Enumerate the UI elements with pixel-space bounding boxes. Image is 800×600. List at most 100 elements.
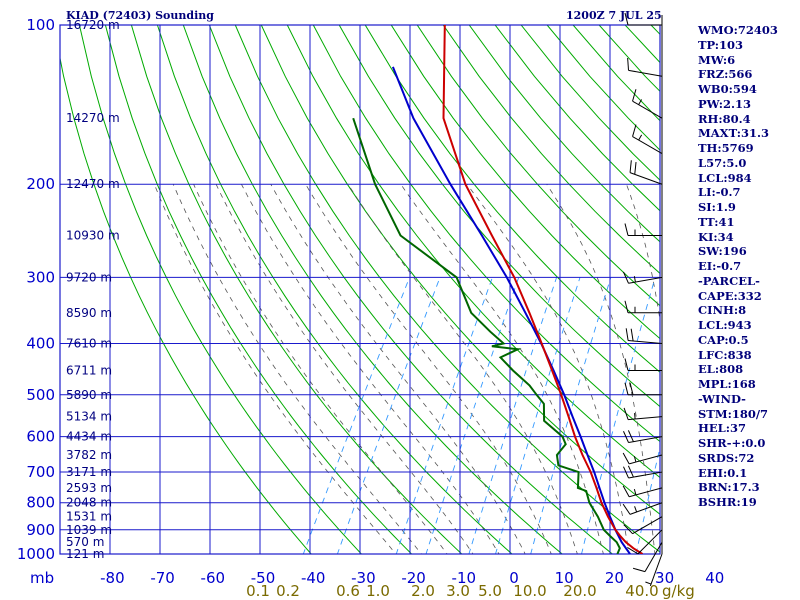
wind-barb-half-flag — [638, 134, 643, 141]
wind-barb-flag — [622, 452, 630, 465]
wind-barb-staff — [628, 436, 663, 444]
index-item: SHR-+:0.0 — [698, 436, 766, 450]
mixing-ratio-line — [581, 277, 656, 554]
temperature-tick-label: 30 — [655, 569, 674, 587]
wind-barb-flag — [629, 382, 634, 395]
wind-barb-flag — [627, 57, 630, 71]
wind-barb-half-flag — [638, 99, 643, 105]
height-label: 2593 m — [66, 481, 112, 495]
moist-adiabat-line — [153, 184, 397, 554]
pressure-tick-label: 400 — [26, 334, 55, 352]
height-label: 2048 m — [66, 496, 112, 510]
index-item: MPL:168 — [698, 377, 756, 391]
temperature-tick-label: -20 — [401, 569, 426, 587]
wind-barb-flag — [632, 567, 646, 573]
height-label: 1531 m — [66, 510, 112, 524]
moist-adiabat-line — [546, 183, 656, 554]
wind-barb-staff — [629, 454, 663, 465]
wind-barb-flag — [624, 223, 629, 236]
moist-adiabat-line — [215, 184, 474, 554]
mixing-ratio-label: 0.1 — [246, 582, 270, 600]
wind-barb-flag — [629, 160, 632, 173]
plot-frame — [59, 24, 661, 555]
wind-barb-staff — [629, 172, 663, 185]
index-item: EL:808 — [698, 362, 744, 377]
pressure-unit-label: mb — [30, 569, 54, 587]
mixing-ratio-unit: g/kg — [662, 582, 695, 600]
pressure-tick-label: 900 — [26, 521, 55, 539]
index-item: LCL:943 — [698, 318, 752, 332]
height-label: 16720 m — [66, 18, 120, 32]
wind-barb-staff — [649, 553, 663, 587]
temperature-tick-label: 0 — [509, 569, 519, 587]
index-item: WMO:72403 — [698, 23, 778, 37]
index-item: CINH:8 — [698, 303, 747, 318]
index-item: FRZ:566 — [698, 67, 753, 82]
pressure-tick-label: 1000 — [17, 545, 55, 563]
wind-barb-flag — [625, 328, 629, 341]
wind-barb-flag — [632, 89, 637, 102]
temperature-tick-label: -60 — [201, 569, 226, 587]
wind-barb-staff — [644, 541, 663, 572]
mixing-ratio-label: 20.0 — [563, 582, 596, 600]
wind-barb-flag — [627, 430, 634, 442]
mixing-ratio-label: 2.0 — [411, 582, 435, 600]
dry-adiabats — [60, 25, 660, 554]
index-item: STM:180/7 — [698, 406, 769, 421]
dry-adiabat-line — [156, 25, 513, 554]
wind-barb-staff — [632, 100, 663, 119]
index-item: PW:2.13 — [698, 96, 752, 111]
temperature-tick-label: -70 — [150, 569, 175, 587]
temperature-tick-label: -80 — [100, 569, 125, 587]
temperature-tick-label: 10 — [555, 569, 574, 587]
index-item: SW:196 — [698, 244, 747, 259]
index-item: SI:1.9 — [698, 200, 736, 214]
mixing-ratio-label: 10.0 — [513, 582, 546, 600]
dry-adiabat-line — [364, 25, 660, 373]
dry-adiabat-line — [442, 25, 660, 275]
mixing-ratio-label: 0.2 — [276, 582, 300, 600]
pressure-tick-label: 500 — [26, 386, 55, 404]
wind-barb-half-flag — [633, 456, 637, 463]
index-item: EI:-0.7 — [698, 259, 742, 273]
height-label: 5890 m — [66, 388, 112, 402]
height-label: 14270 m — [66, 111, 120, 125]
temperature-tick-label: -10 — [452, 569, 477, 587]
wind-barb-flag — [624, 358, 629, 371]
pressure-tick-label: 300 — [26, 268, 55, 286]
moist-adiabat-line — [626, 184, 660, 323]
pressure-tick-label: 800 — [26, 494, 55, 512]
wind-barb-flag — [622, 503, 631, 515]
wind-barb-staff — [628, 471, 663, 479]
index-item: KI:34 — [698, 229, 734, 244]
mixing-ratio-label: 3.0 — [446, 582, 470, 600]
height-label: 4434 m — [66, 430, 112, 444]
mixing-ratio-line — [495, 277, 581, 554]
moist-adiabat-line — [347, 183, 578, 554]
sounding-time: 1200Z 7 JUL 25 — [566, 9, 662, 22]
wind-barb-flag — [634, 161, 637, 175]
temperature-tick-label: 20 — [605, 569, 624, 587]
wind-barb-flag — [623, 271, 629, 284]
dry-adiabat-line — [312, 25, 660, 443]
wind-barb-flag — [623, 431, 629, 443]
parcel-trace — [391, 66, 631, 554]
wind-barb-flag — [630, 328, 634, 342]
index-item: WB0:594 — [698, 82, 757, 96]
height-label: 3171 m — [66, 465, 112, 479]
dry-adiabat-line — [208, 25, 614, 554]
wind-barb-flag — [623, 524, 633, 535]
temperature-tick-label: -50 — [251, 569, 276, 587]
index-item: TT:41 — [698, 214, 735, 229]
index-item: RH:80.4 — [698, 111, 751, 126]
mixing-ratio-label: 40.0 — [625, 582, 658, 600]
profiles — [352, 25, 644, 554]
moist-adiabat-line — [466, 183, 630, 554]
index-item: BRN:17.3 — [698, 480, 760, 495]
index-item: CAP:0.5 — [698, 332, 749, 347]
pressure-tick-label: 700 — [26, 463, 55, 481]
height-label: 12470 m — [66, 177, 120, 191]
dry-adiabat-line — [78, 25, 363, 554]
temperature-tick-label: -40 — [301, 569, 326, 587]
